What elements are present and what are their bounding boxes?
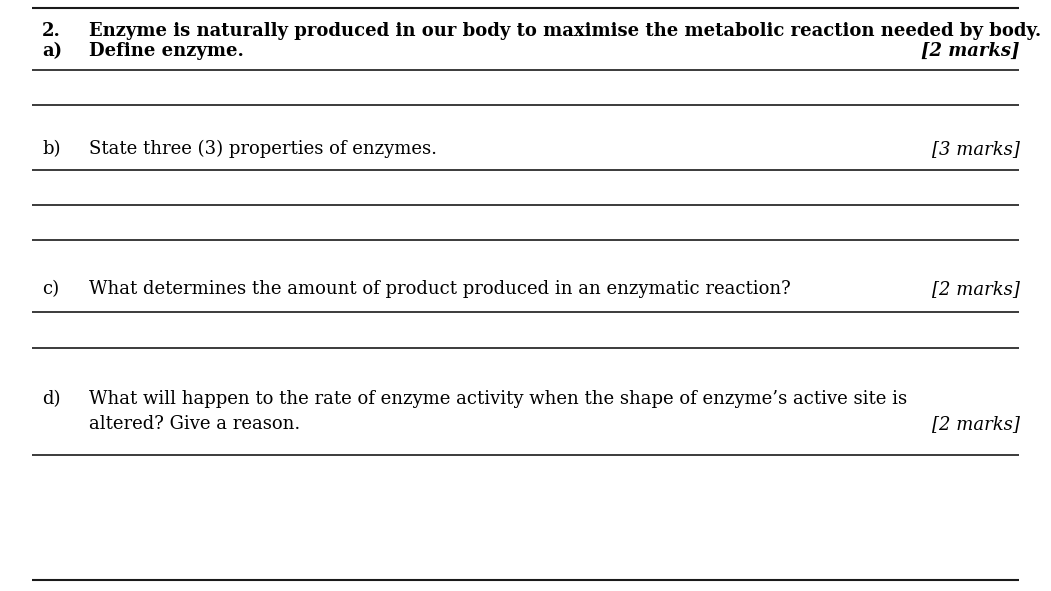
Text: [3 marks]: [3 marks] (931, 140, 1019, 158)
Text: a): a) (42, 42, 62, 60)
Text: Enzyme is naturally produced in our body to maximise the metabolic reaction need: Enzyme is naturally produced in our body… (89, 22, 1042, 40)
Text: What will happen to the rate of enzyme activity when the shape of enzyme’s activ: What will happen to the rate of enzyme a… (89, 390, 907, 408)
Text: 2.: 2. (42, 22, 61, 40)
Text: d): d) (42, 390, 61, 408)
Text: What determines the amount of product produced in an enzymatic reaction?: What determines the amount of product pr… (89, 280, 791, 298)
Text: State three (3) properties of enzymes.: State three (3) properties of enzymes. (89, 140, 437, 158)
Text: altered? Give a reason.: altered? Give a reason. (89, 415, 301, 433)
Text: Define enzyme.: Define enzyme. (89, 42, 244, 60)
Text: b): b) (42, 140, 61, 158)
Text: [2 marks]: [2 marks] (921, 42, 1019, 60)
Text: [2 marks]: [2 marks] (931, 415, 1019, 433)
Text: c): c) (42, 280, 59, 298)
Text: [2 marks]: [2 marks] (931, 280, 1019, 298)
